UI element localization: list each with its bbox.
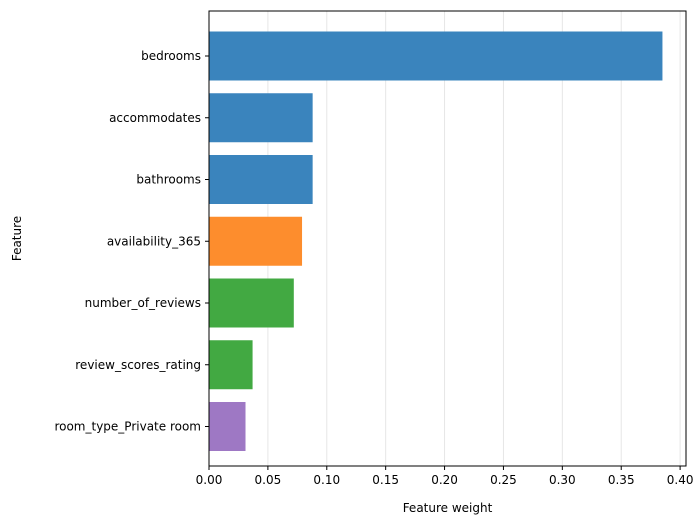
x-tick-label: 0.20 — [431, 473, 458, 487]
plot-frame — [208, 10, 687, 467]
x-tick-label: 0.35 — [608, 473, 635, 487]
y-axis-ticks: bedrooms accommodates bathrooms availabilit… — [54, 49, 209, 434]
x-tick-label: 0.00 — [196, 473, 223, 487]
y-tick-label: bedrooms — [141, 49, 201, 63]
bar-accommodates — [209, 93, 313, 143]
x-axis-label: Feature weight — [403, 501, 493, 515]
x-axis-ticks: 0.00 0.05 0.10 0.15 0.20 0.25 0.30 0.35 0.40 — [196, 466, 694, 487]
y-tick-label: bathrooms — [136, 173, 201, 187]
y-tick-label: review_scores_rating — [75, 358, 201, 372]
gridlines — [267, 11, 681, 466]
x-tick-label: 0.05 — [255, 473, 282, 487]
bar-bedrooms — [209, 31, 663, 81]
y-axis-label: Feature — [10, 216, 24, 261]
y-tick-label: number_of_reviews — [85, 296, 201, 310]
bar-number-of-reviews — [209, 278, 294, 328]
y-tick-label: room_type_Private room — [54, 420, 201, 434]
x-tick-label: 0.10 — [313, 473, 340, 487]
y-tick-label: accommodates — [109, 111, 201, 125]
x-tick-label: 0.25 — [490, 473, 517, 487]
x-tick-label: 0.15 — [372, 473, 399, 487]
bar-availability-365 — [209, 216, 303, 266]
x-tick-label: 0.40 — [667, 473, 694, 487]
bars — [209, 31, 663, 451]
bar-room-type-private-room — [209, 402, 246, 451]
y-tick-label: availability_365 — [107, 234, 201, 248]
bar-bathrooms — [209, 155, 313, 204]
x-tick-label: 0.30 — [549, 473, 576, 487]
bar-review-scores-rating — [209, 340, 253, 390]
